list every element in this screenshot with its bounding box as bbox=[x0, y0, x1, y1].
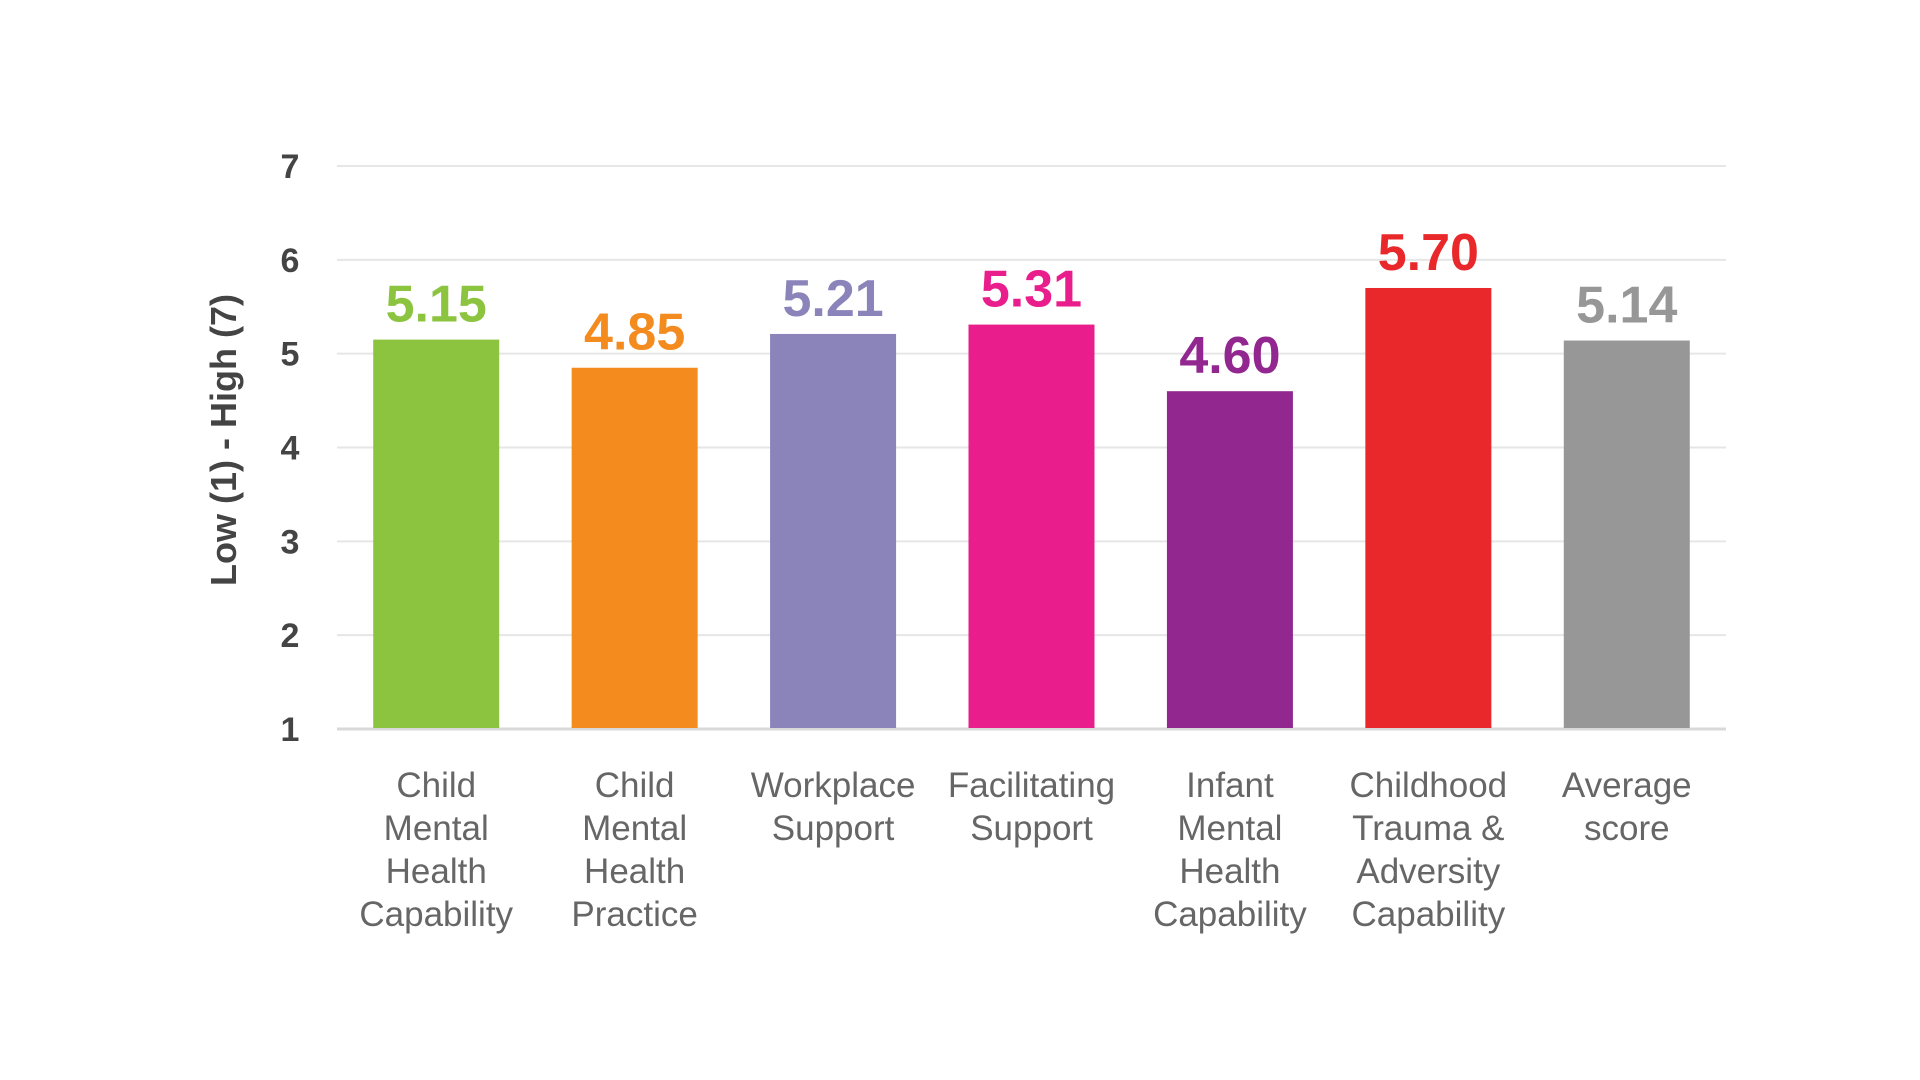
y-tick-label: 5 bbox=[281, 336, 300, 374]
category-label-line: Trauma & bbox=[1352, 809, 1504, 848]
value-label: 5.70 bbox=[1378, 224, 1479, 282]
value-label: 4.60 bbox=[1179, 327, 1280, 385]
category-label-line: Health bbox=[1179, 852, 1280, 891]
category-label: Childhood Trauma & Adversity Capability bbox=[1350, 766, 1508, 934]
bar bbox=[1365, 287, 1492, 728]
category-label-line: Mental bbox=[384, 809, 489, 848]
category-label-line: Support bbox=[772, 809, 895, 848]
category-label-line: Capability bbox=[1352, 895, 1506, 934]
category-label-line: score bbox=[1584, 809, 1670, 848]
category-label-line: Child bbox=[595, 766, 675, 805]
category-label-line: Adversity bbox=[1356, 852, 1500, 891]
category-label-line: Mental bbox=[582, 809, 687, 848]
category-label: Infant Mental Health Capability bbox=[1153, 766, 1307, 934]
category-label-line: Capability bbox=[359, 895, 513, 934]
category-label: Workplace Support bbox=[751, 766, 916, 848]
category-labels: Child Mental Health Capability Child Mental He… bbox=[359, 766, 1691, 934]
category-label: Child Mental Health Practice bbox=[571, 766, 697, 934]
value-label: 5.15 bbox=[386, 276, 487, 334]
value-label: 4.85 bbox=[584, 304, 685, 362]
category-label: Average score bbox=[1562, 766, 1692, 848]
bar bbox=[373, 339, 500, 728]
bars bbox=[373, 287, 1690, 728]
category-label-line: Health bbox=[386, 852, 487, 891]
bar bbox=[968, 324, 1095, 728]
y-tick-label: 3 bbox=[281, 523, 300, 561]
bar bbox=[571, 367, 698, 728]
y-tick-labels: 1 2 3 4 5 6 7 bbox=[281, 148, 300, 749]
bar bbox=[1166, 391, 1293, 728]
value-labels: 5.15 4.85 5.21 5.31 4.60 5.70 5.14 bbox=[386, 224, 1678, 385]
category-label-line: Infant bbox=[1186, 766, 1274, 805]
category-label-line: Facilitating bbox=[948, 766, 1115, 805]
y-tick-label: 4 bbox=[281, 430, 300, 468]
y-tick-label: 2 bbox=[281, 617, 300, 655]
y-tick-label: 6 bbox=[281, 242, 300, 280]
category-label-line: Mental bbox=[1177, 809, 1282, 848]
category-label-line: Capability bbox=[1153, 895, 1307, 934]
category-label-line: Child bbox=[396, 766, 476, 805]
y-tick-label: 1 bbox=[281, 711, 300, 749]
category-label: Child Mental Health Capability bbox=[359, 766, 513, 934]
value-label: 5.14 bbox=[1576, 277, 1677, 335]
value-label: 5.21 bbox=[782, 270, 883, 328]
bar bbox=[770, 333, 897, 728]
category-label: Facilitating Support bbox=[948, 766, 1115, 848]
category-label-line: Average bbox=[1562, 766, 1692, 805]
category-label-line: Health bbox=[584, 852, 685, 891]
category-label-line: Workplace bbox=[751, 766, 916, 805]
category-label-line: Childhood bbox=[1350, 766, 1508, 805]
y-tick-label: 7 bbox=[281, 148, 300, 186]
bar bbox=[1563, 340, 1690, 728]
y-axis-title: Low (1) - High (7) bbox=[203, 294, 244, 586]
category-label-line: Support bbox=[970, 809, 1093, 848]
category-label-line: Practice bbox=[571, 895, 697, 934]
value-label: 5.31 bbox=[981, 261, 1082, 319]
